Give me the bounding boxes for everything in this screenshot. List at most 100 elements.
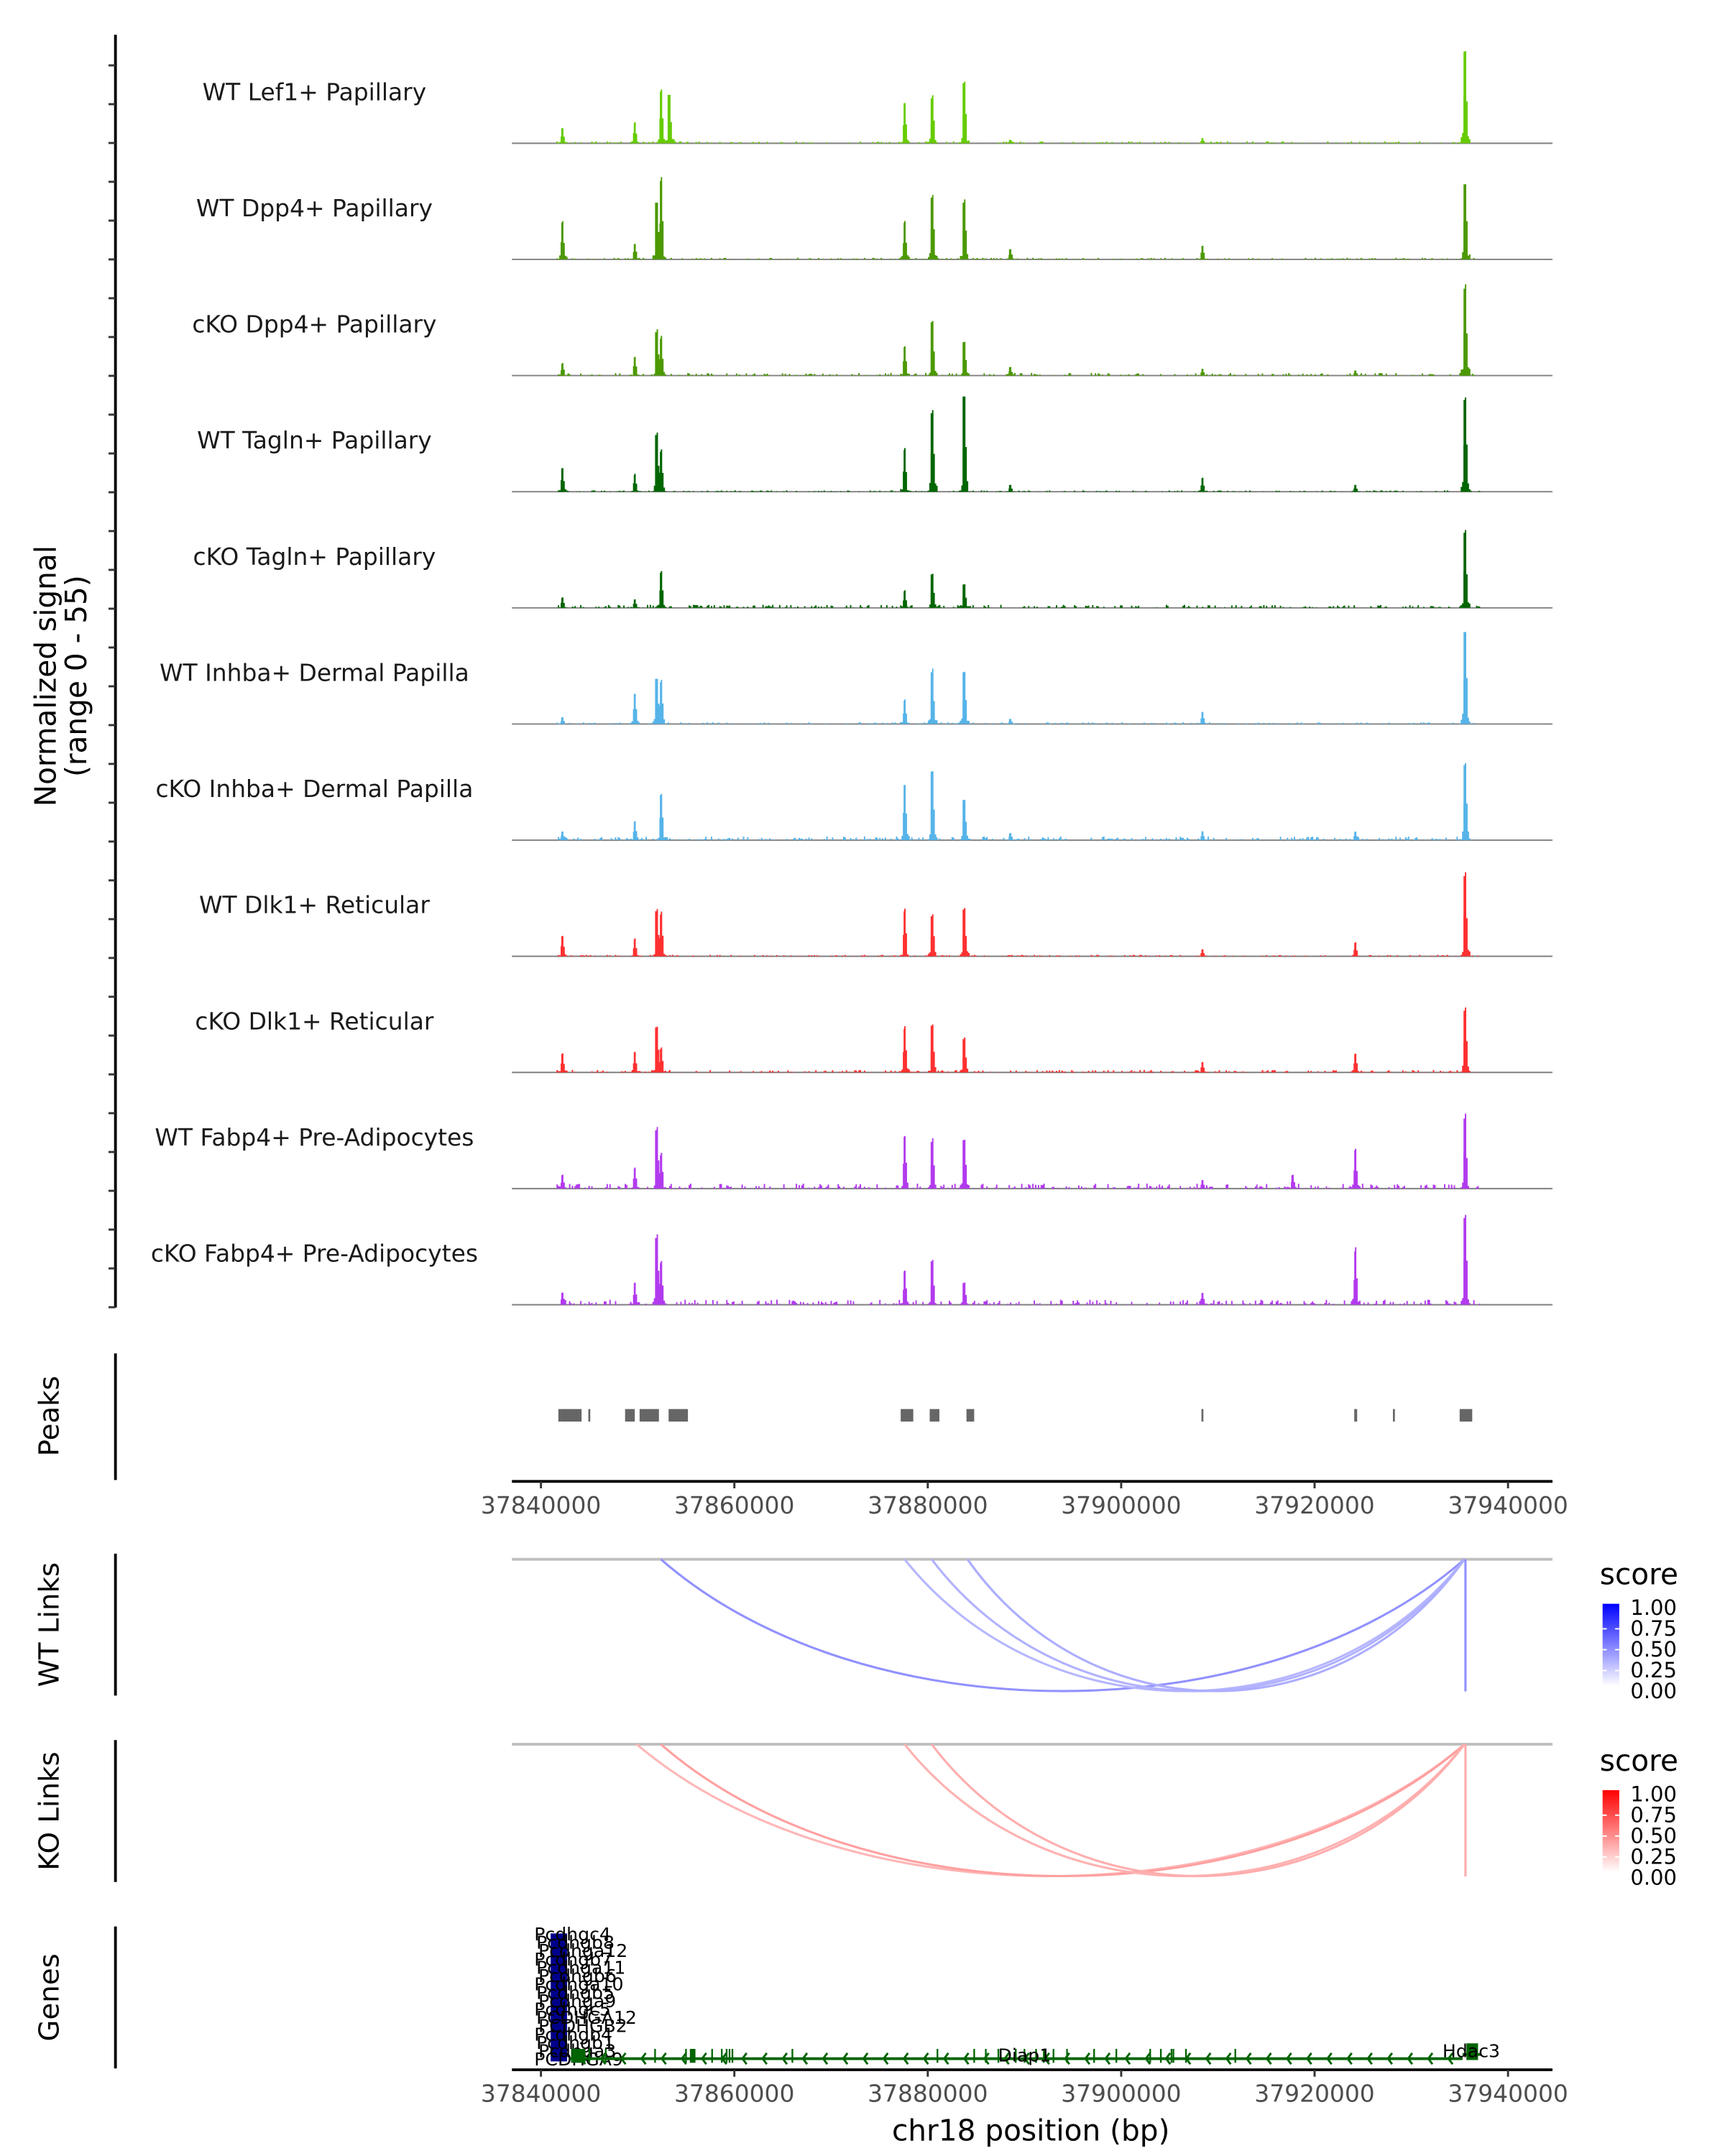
coverage-track: WT Dpp4+ Papillary <box>196 177 1552 260</box>
gene-label: Diap1 <box>998 2045 1051 2065</box>
strand-arrow-icon <box>1124 2052 1131 2065</box>
strand-arrow-icon <box>1225 2052 1232 2065</box>
x-tick-label: 37860000 <box>674 2080 794 2108</box>
link-arc <box>930 1558 1466 1692</box>
y-axis-title-line: (range 0 - 55) <box>59 575 93 777</box>
strand-arrow-icon <box>1144 2052 1151 2065</box>
strand-arrow-icon <box>680 2052 687 2065</box>
coverage-area <box>512 530 1552 608</box>
x-axis-genes: 37840000 37860000 37880000 37900000 37920000… <box>481 2068 1568 2108</box>
coverage-track: cKO Dlk1+ Reticular <box>195 1007 1552 1074</box>
legend-tick-label: 1.00 <box>1630 1595 1677 1620</box>
strand-arrow-icon <box>701 2052 707 2065</box>
coverage-track: WT Tagln+ Papillary <box>197 396 1552 493</box>
legend-colorbar <box>1602 1603 1619 1686</box>
strand-arrow-icon <box>983 2052 990 2065</box>
coverage-tracks: WT Lef1+ Papillary WT Dpp4+ Papillary cKO … <box>151 51 1552 1306</box>
strand-arrow-icon <box>1447 2052 1454 2065</box>
legend-tick-label: 0.00 <box>1630 1866 1677 1890</box>
peak-region <box>1459 1409 1473 1422</box>
strand-arrow-icon <box>1346 2052 1353 2065</box>
strand-arrow-icon <box>1104 2052 1111 2065</box>
strand-arrow-icon <box>922 2052 929 2065</box>
strand-arrow-icon <box>1427 2052 1434 2065</box>
x-tick-label: 37860000 <box>674 1491 794 1519</box>
gene-label: Pcdhgb8 <box>536 1932 615 1953</box>
coverage-track: WT Dlk1+ Reticular <box>199 872 1552 957</box>
strand-arrow-icon <box>1265 2052 1272 2065</box>
wt-score-legend: score 1.000.750.500.250.00 <box>1600 1557 1678 1704</box>
gene-label: PCDHGA12 <box>536 2007 637 2028</box>
strand-arrow-icon <box>660 2052 667 2065</box>
gene-label: Pcdhgb7 <box>534 1949 612 1970</box>
link-arc <box>966 1558 1466 1692</box>
link-arc <box>903 1558 1466 1692</box>
strand-arrow-icon <box>862 2052 869 2065</box>
strand-arrow-icon <box>1366 2052 1373 2065</box>
x-tick-label: 37900000 <box>1061 2080 1181 2108</box>
coverage-track: cKO Inhba+ Dermal Papilla <box>155 763 1552 841</box>
strand-arrow-icon <box>761 2052 768 2065</box>
strand-arrow-icon <box>842 2052 849 2065</box>
x-tick-label: 37920000 <box>1254 1491 1374 1519</box>
track-label: cKO Tagln+ Papillary <box>193 543 436 571</box>
coverage-area <box>512 177 1552 259</box>
link-arc <box>660 1743 1466 1877</box>
gene-label: PCDHGB2 <box>538 2016 627 2037</box>
legend-tick-label: 1.00 <box>1630 1782 1677 1806</box>
diap1-exon-block <box>689 2048 696 2063</box>
peak-region <box>966 1409 975 1422</box>
strand-arrow-icon <box>942 2052 949 2065</box>
coverage-track: WT Fabp4+ Pre-Adipocytes <box>155 1113 1552 1189</box>
strand-arrow-icon <box>1305 2052 1312 2065</box>
ko-score-legend: score 1.000.750.500.250.00 <box>1600 1743 1678 1890</box>
peak-region <box>625 1409 635 1422</box>
x-tick-label: 37840000 <box>481 1491 601 1519</box>
y-axis-title: Normalized signal(range 0 - 55) <box>28 545 93 806</box>
x-tick-label: 37880000 <box>868 2080 988 2108</box>
strand-arrow-icon <box>1003 2052 1010 2065</box>
link-arc <box>930 1743 1466 1878</box>
x-tick-label: 37880000 <box>868 1491 988 1519</box>
diap1-utr-block <box>573 2048 586 2063</box>
link-arc <box>903 1743 1466 1878</box>
x-tick-label: 37940000 <box>1448 2080 1568 2108</box>
gene-track: Pcdhgc4Pcdhgb8Pcdhga12Pcdhgb7Pcdhga11Pcd… <box>534 1924 1500 2070</box>
peak-region <box>588 1409 591 1422</box>
coverage-area <box>512 1113 1552 1189</box>
track-label: cKO Inhba+ Dermal Papilla <box>155 775 473 803</box>
genes-panel-label: Genes <box>33 1953 65 2041</box>
legend-tick-label: 0.25 <box>1630 1658 1677 1682</box>
strand-arrow-icon <box>801 2052 809 2065</box>
ko-links-panel-label: KO Links <box>33 1751 65 1870</box>
strand-arrow-icon <box>1245 2052 1252 2065</box>
signal-y-axis <box>108 34 117 1309</box>
coverage-track: WT Inhba+ Dermal Papilla <box>160 632 1552 725</box>
gene-label: Pcdhga11 <box>536 1957 625 1978</box>
coverage-area <box>512 396 1552 492</box>
track-label: WT Lef1+ Papillary <box>203 78 427 106</box>
x-axis-title: chr18 position (bp) <box>892 2114 1169 2148</box>
peak-region <box>1354 1409 1358 1422</box>
coverage-area <box>512 1007 1552 1073</box>
coverage-track: cKO Fabp4+ Pre-Adipocytes <box>151 1215 1552 1306</box>
strand-arrow-icon <box>1164 2052 1172 2065</box>
wt-links-track <box>512 1557 1552 1692</box>
coverage-area <box>512 763 1552 841</box>
gene-label: Pcdhga10 <box>534 1974 623 1995</box>
strand-arrow-icon <box>1386 2052 1394 2065</box>
legend-title: score <box>1600 1743 1678 1778</box>
wt-links-panel-label: WT Links <box>33 1562 65 1687</box>
legend-tick-label: 0.50 <box>1630 1824 1677 1848</box>
gene-label: Pcdhga12 <box>538 1940 627 1961</box>
track-label: WT Dlk1+ Reticular <box>199 891 430 919</box>
coverage-area <box>512 632 1552 724</box>
hdac3-exons <box>1466 2043 1478 2060</box>
peak-region <box>1392 1409 1395 1422</box>
track-label: WT Fabp4+ Pre-Adipocytes <box>155 1123 474 1151</box>
legend-tick-label: 0.25 <box>1630 1845 1677 1869</box>
track-label: WT Inhba+ Dermal Papilla <box>160 658 469 686</box>
track-label: cKO Dlk1+ Reticular <box>195 1007 434 1035</box>
strand-arrow-icon <box>1407 2052 1414 2065</box>
